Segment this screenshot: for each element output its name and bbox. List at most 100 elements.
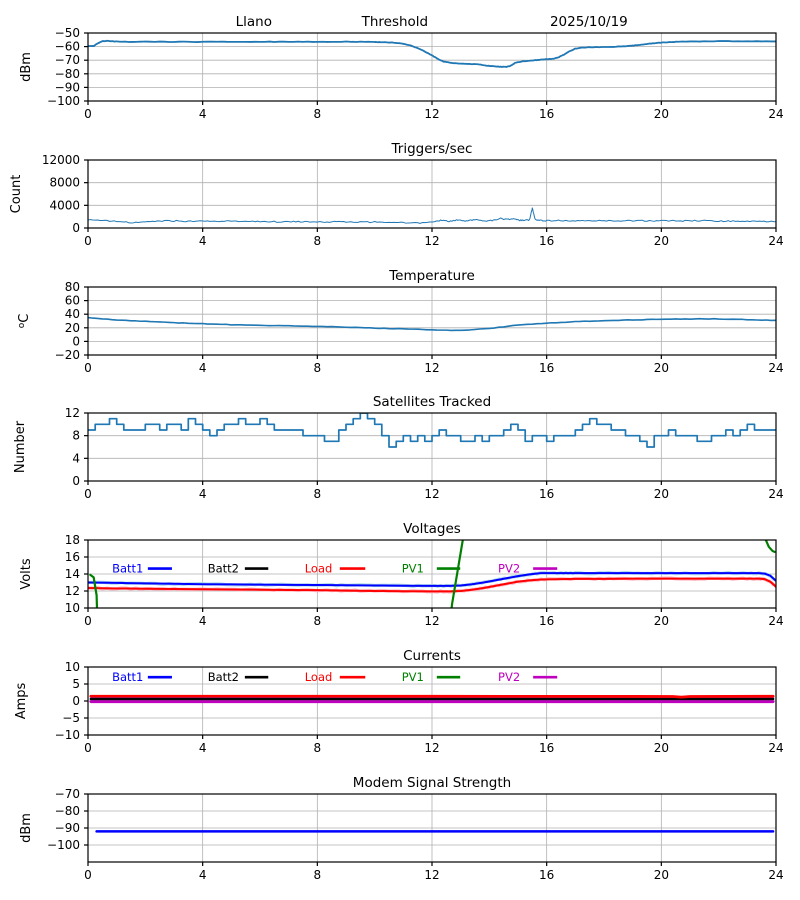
x-tick-label: 0 bbox=[84, 361, 92, 375]
x-tick-label: 12 bbox=[424, 234, 439, 248]
x-tick-label: 12 bbox=[424, 614, 439, 628]
x-tick-label: 16 bbox=[539, 487, 554, 501]
x-tick-label: 24 bbox=[768, 361, 783, 375]
series-Load bbox=[89, 694, 775, 699]
series-Batt1 bbox=[88, 572, 776, 587]
y-tick-label: −100 bbox=[47, 838, 80, 852]
y-tick-label: −70 bbox=[55, 53, 80, 67]
legend-label-PV2: PV2 bbox=[498, 562, 520, 576]
x-tick-label: 0 bbox=[84, 487, 92, 501]
y-tick-label: 0 bbox=[72, 221, 80, 235]
y-axis-label: oC bbox=[17, 314, 32, 329]
x-tick-label: 24 bbox=[768, 107, 783, 121]
series-Load bbox=[88, 577, 776, 593]
x-tick-label: 8 bbox=[314, 487, 322, 501]
x-tick-label: 4 bbox=[199, 614, 207, 628]
y-axis-label: Number bbox=[13, 420, 28, 473]
y-tick-label: 16 bbox=[65, 550, 80, 564]
panel-currents: 0 4 8 12 16 20 24 −10 −5 0 5 10 Amps Currents Batt1 Bat… bbox=[14, 648, 784, 755]
x-tick-label: 4 bbox=[199, 107, 207, 121]
x-tick-label: 16 bbox=[539, 234, 554, 248]
y-axis-label: Count bbox=[9, 175, 24, 214]
legend-label-Load: Load bbox=[305, 670, 333, 684]
panel-modem: 0 4 8 12 16 20 24 −100 −90 −80 −70 dBm Modem Signal … bbox=[19, 775, 784, 882]
x-tick-label: 24 bbox=[768, 741, 783, 755]
panel-title: Satellites Tracked bbox=[373, 394, 491, 410]
y-axis-label: Volts bbox=[19, 558, 34, 590]
x-tick-label: 8 bbox=[314, 741, 322, 755]
panel-title: Triggers/sec bbox=[391, 141, 473, 157]
x-tick-label: 20 bbox=[654, 741, 669, 755]
x-tick-label: 8 bbox=[314, 107, 322, 121]
x-tick-label: 4 bbox=[199, 487, 207, 501]
y-tick-label: 4000 bbox=[49, 198, 80, 212]
y-tick-label: 80 bbox=[65, 280, 80, 294]
y-tick-label: 0 bbox=[72, 694, 80, 708]
x-tick-label: 24 bbox=[768, 614, 783, 628]
x-tick-label: 24 bbox=[768, 868, 783, 882]
legend-label-PV2: PV2 bbox=[498, 670, 520, 684]
x-tick-label: 0 bbox=[84, 234, 92, 248]
x-tick-label: 16 bbox=[539, 614, 554, 628]
x-tick-label: 16 bbox=[539, 741, 554, 755]
x-tick-label: 24 bbox=[768, 234, 783, 248]
x-tick-label: 20 bbox=[654, 868, 669, 882]
x-tick-label: 20 bbox=[654, 361, 669, 375]
series-temperature bbox=[88, 316, 776, 332]
x-tick-label: 20 bbox=[654, 234, 669, 248]
x-tick-label: 16 bbox=[539, 868, 554, 882]
panel-voltages: 0 4 8 12 16 20 24 10 12 14 16 18 Volts Voltages Batt1 B… bbox=[19, 521, 784, 628]
x-tick-label: 0 bbox=[84, 868, 92, 882]
y-axis-label: dBm bbox=[19, 52, 34, 82]
y-tick-label: −100 bbox=[47, 94, 80, 108]
panel-title-2: 2025/10/19 bbox=[550, 14, 628, 30]
y-tick-label: 20 bbox=[65, 321, 80, 335]
legend-label-Batt2: Batt2 bbox=[208, 562, 239, 576]
series-triggers bbox=[88, 207, 776, 224]
legend-label-Batt1: Batt1 bbox=[112, 670, 143, 684]
series-PV1 bbox=[89, 540, 776, 608]
panel-triggers: 0 4 8 12 16 20 24 0 4000 8000 12000 Count Triggers/s… bbox=[9, 141, 784, 248]
legend-label-PV1: PV1 bbox=[402, 562, 424, 576]
y-tick-label: 10 bbox=[65, 660, 80, 674]
x-tick-label: 8 bbox=[314, 234, 322, 248]
x-tick-label: 4 bbox=[199, 868, 207, 882]
x-tick-label: 12 bbox=[424, 487, 439, 501]
legend-label-Load: Load bbox=[305, 562, 333, 576]
series-threshold bbox=[88, 39, 776, 68]
x-tick-label: 0 bbox=[84, 614, 92, 628]
x-tick-label: 8 bbox=[314, 868, 322, 882]
x-tick-label: 20 bbox=[654, 614, 669, 628]
legend-label-Batt1: Batt1 bbox=[112, 562, 143, 576]
panel-satellites: 0 4 8 12 16 20 24 0 4 8 12 Number Satellites Tracked bbox=[13, 394, 784, 501]
y-tick-label: −90 bbox=[55, 821, 80, 835]
panel-title: Modem Signal Strength bbox=[353, 775, 511, 791]
y-tick-label: −20 bbox=[55, 348, 80, 362]
y-tick-label: −50 bbox=[55, 26, 80, 40]
y-tick-label: 12 bbox=[65, 584, 80, 598]
x-tick-label: 0 bbox=[84, 741, 92, 755]
x-tick-label: 8 bbox=[314, 361, 322, 375]
x-tick-label: 24 bbox=[768, 487, 783, 501]
y-tick-label: 10 bbox=[65, 601, 80, 615]
x-tick-label: 4 bbox=[199, 234, 207, 248]
y-tick-label: 18 bbox=[65, 533, 80, 547]
y-tick-label: 0 bbox=[72, 474, 80, 488]
panel-title: Voltages bbox=[403, 521, 461, 537]
y-tick-label: 8000 bbox=[49, 176, 80, 190]
x-tick-label: 0 bbox=[84, 107, 92, 121]
y-tick-label: −90 bbox=[55, 80, 80, 94]
y-tick-label: 12000 bbox=[42, 153, 80, 167]
y-axis-label: dBm bbox=[19, 813, 34, 843]
panel-title-1: Threshold bbox=[361, 14, 429, 30]
y-tick-label: 4 bbox=[72, 451, 80, 465]
y-tick-label: −5 bbox=[62, 711, 80, 725]
y-axis-label: Amps bbox=[14, 682, 29, 719]
y-tick-label: 40 bbox=[65, 307, 80, 321]
y-tick-label: −80 bbox=[55, 804, 80, 818]
y-tick-label: 60 bbox=[65, 294, 80, 308]
x-tick-label: 20 bbox=[654, 107, 669, 121]
x-tick-label: 16 bbox=[539, 107, 554, 121]
